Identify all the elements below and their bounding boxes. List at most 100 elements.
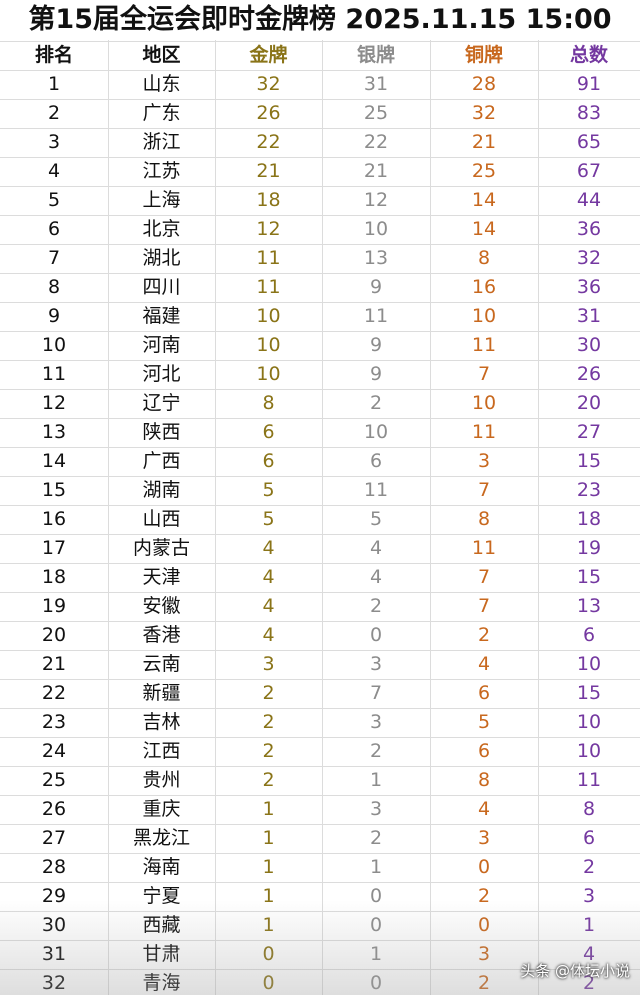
table-cell: 32 (41, 972, 67, 994)
table-cell: 上海 (142, 189, 181, 211)
row-divider (0, 911, 640, 912)
table-cell: 10 (576, 711, 602, 733)
table-cell: 7 (477, 595, 491, 617)
table-cell: 24 (41, 740, 67, 762)
table-cell: 31 (363, 73, 389, 95)
table-cell: 18 (41, 566, 67, 588)
row-divider (0, 389, 640, 390)
table-cell: 甘肃 (142, 943, 181, 965)
table-cell: 4 (477, 798, 491, 820)
table-cell: 2 (262, 769, 275, 791)
table-cell: 22 (41, 682, 67, 704)
table-cell: 27 (41, 827, 67, 849)
table-cell: 北京 (142, 218, 181, 240)
table-cell: 11 (471, 421, 497, 443)
table-cell: 11 (471, 537, 497, 559)
table-cell: 83 (576, 102, 602, 124)
table-cell: 3 (477, 943, 491, 965)
column-divider (322, 40, 323, 995)
table-cell: 4 (477, 653, 491, 675)
table-cell: 6 (262, 421, 275, 443)
table-cell: 10 (41, 334, 67, 356)
row-divider (0, 650, 640, 651)
table-cell: 浙江 (142, 131, 181, 153)
table-cell: 28 (41, 856, 67, 878)
row-divider (0, 476, 640, 477)
table-cell: 27 (576, 421, 602, 443)
header-cell: 总数 (569, 44, 608, 66)
header-cell: 铜牌 (464, 44, 503, 66)
table-cell: 10 (363, 421, 389, 443)
row-divider (0, 273, 640, 274)
table-cell: 32 (256, 73, 281, 95)
table-cell: 0 (369, 885, 383, 907)
table-cell: 3 (582, 885, 596, 907)
table-cell: 2 (582, 856, 596, 878)
table-cell: 9 (369, 363, 383, 385)
row-divider (0, 621, 640, 622)
table-cell: 2 (582, 972, 596, 994)
table-cell: 21 (363, 160, 389, 182)
table-cell: 5 (262, 479, 275, 501)
row-divider (0, 70, 640, 71)
table-cell: 江苏 (142, 160, 181, 182)
table-cell: 4 (262, 624, 275, 646)
row-divider (0, 447, 640, 448)
table-cell: 2 (369, 595, 383, 617)
table-cell: 2 (477, 624, 491, 646)
row-divider (0, 563, 640, 564)
table-cell: 18 (576, 508, 602, 530)
table-cell: 3 (262, 653, 275, 675)
table-cell: 1 (262, 798, 275, 820)
table-cell: 31 (576, 305, 602, 327)
table-cell: 4 (262, 595, 275, 617)
table-cell: 14 (471, 189, 497, 211)
table-cell: 黑龙江 (132, 827, 190, 849)
table-cell: 2 (262, 711, 275, 733)
column-divider (430, 40, 431, 995)
row-divider (0, 302, 640, 303)
table-cell: 3 (47, 131, 61, 153)
table-cell: 8 (262, 392, 275, 414)
row-divider (0, 505, 640, 506)
table-cell: 21 (256, 160, 281, 182)
table-cell: 13 (363, 247, 389, 269)
header-cell: 地区 (142, 44, 181, 66)
table-cell: 2 (477, 972, 491, 994)
table-cell: 91 (576, 73, 602, 95)
table-cell: 7 (47, 247, 61, 269)
table-cell: 13 (576, 595, 602, 617)
row-divider (0, 969, 640, 970)
table-cell: 2 (47, 102, 61, 124)
table-cell: 18 (256, 189, 281, 211)
table-cell: 香港 (142, 624, 181, 646)
table-cell: 5 (477, 711, 491, 733)
table-cell: 6 (582, 827, 596, 849)
header-cell: 金牌 (249, 44, 288, 66)
table-cell: 36 (576, 218, 602, 240)
column-divider (215, 40, 216, 995)
table-cell: 1 (582, 914, 596, 936)
table-cell: 1 (47, 73, 61, 95)
table-cell: 0 (262, 972, 275, 994)
table-cell: 25 (41, 769, 67, 791)
table-cell: 11 (363, 305, 389, 327)
table-cell: 11 (256, 276, 281, 298)
row-divider (0, 592, 640, 593)
table-cell: 10 (363, 218, 389, 240)
table-cell: 河南 (142, 334, 181, 356)
table-cell: 广西 (142, 450, 181, 472)
table-cell: 22 (363, 131, 389, 153)
table-cell: 9 (47, 305, 61, 327)
table-cell: 湖南 (142, 479, 181, 501)
table-cell: 3 (369, 798, 383, 820)
table-cell: 10 (576, 740, 602, 762)
watermark: 头条 @体坛小说 (520, 962, 630, 980)
row-divider (0, 853, 640, 854)
table-cell: 0 (369, 914, 383, 936)
table-cell: 6 (477, 740, 491, 762)
table-cell: 10 (256, 334, 281, 356)
table-cell: 5 (47, 189, 61, 211)
table-cell: 江西 (142, 740, 181, 762)
table-cell: 3 (369, 653, 383, 675)
